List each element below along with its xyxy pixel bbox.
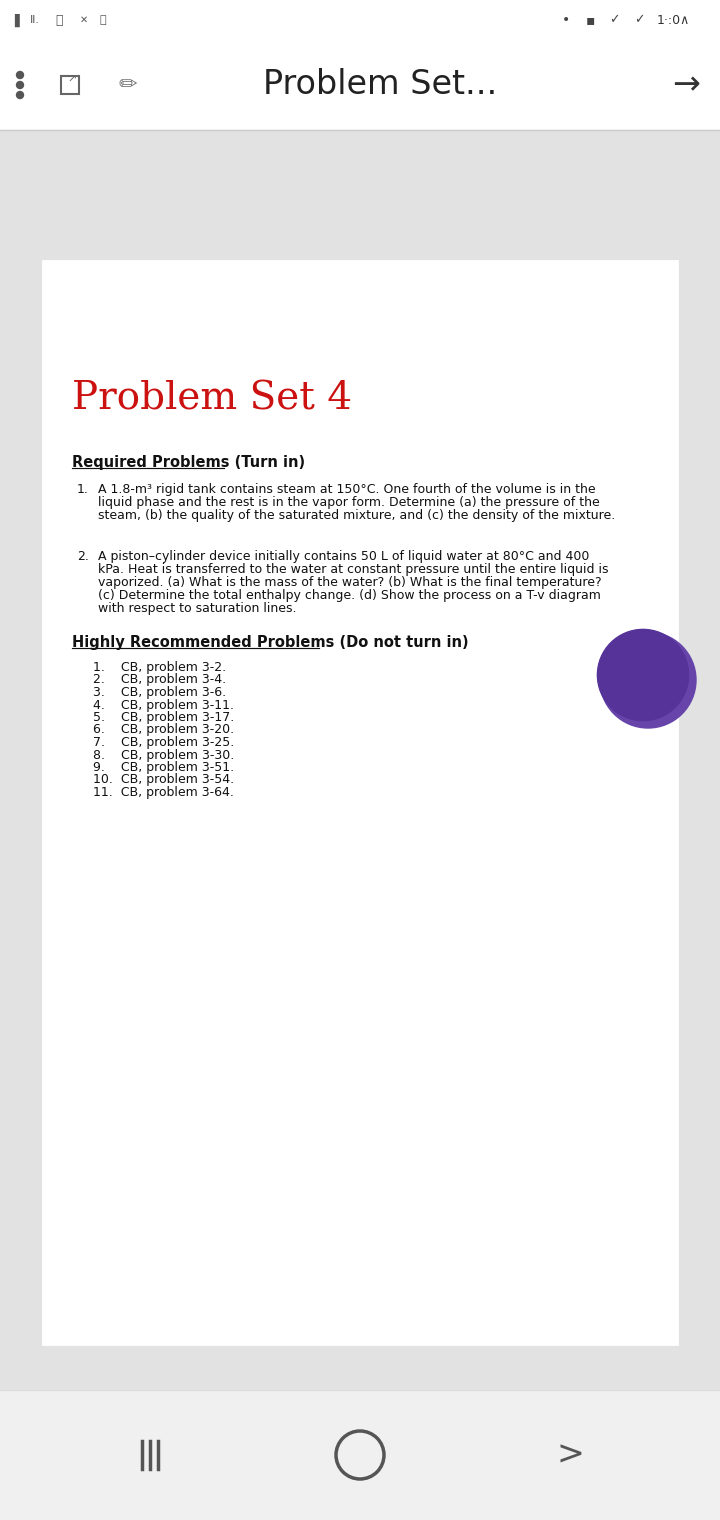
- Circle shape: [17, 71, 24, 79]
- Text: ▪: ▪: [585, 14, 595, 27]
- Text: •: •: [562, 14, 570, 27]
- Text: 4.    CB, problem 3-11.: 4. CB, problem 3-11.: [93, 699, 234, 711]
- Text: Highly Recommended Problems (Do not turn in): Highly Recommended Problems (Do not turn…: [72, 635, 469, 651]
- Text: ꩜: ꩜: [55, 14, 63, 26]
- Text: A piston–cylinder device initially contains 50 L of liquid water at 80°C and 400: A piston–cylinder device initially conta…: [98, 550, 590, 562]
- Text: Problem Set...: Problem Set...: [263, 68, 497, 102]
- Text: 7.    CB, problem 3-25.: 7. CB, problem 3-25.: [93, 736, 234, 749]
- Text: ✓: ✓: [634, 14, 645, 26]
- Bar: [0, 0, 720, 40]
- Text: liquid phase and the rest is in the vapor form. Determine (a) the pressure of th: liquid phase and the rest is in the vapo…: [98, 496, 600, 509]
- Text: 1.: 1.: [77, 483, 89, 496]
- Text: 2.    CB, problem 3-4.: 2. CB, problem 3-4.: [93, 673, 226, 687]
- Text: ✏: ✏: [119, 74, 138, 94]
- Text: ✕: ✕: [80, 15, 88, 24]
- Bar: [42, 260, 678, 1345]
- Text: 8.    CB, problem 3-30.: 8. CB, problem 3-30.: [93, 748, 234, 762]
- Text: Required Problems (Turn in): Required Problems (Turn in): [72, 454, 305, 470]
- Text: ↗: ↗: [67, 74, 77, 85]
- Text: 2.: 2.: [77, 550, 89, 562]
- Text: 1.    CB, problem 3-2.: 1. CB, problem 3-2.: [93, 661, 226, 673]
- Circle shape: [600, 632, 696, 728]
- Text: 5.    CB, problem 3-17.: 5. CB, problem 3-17.: [93, 711, 234, 724]
- Text: 3.    CB, problem 3-6.: 3. CB, problem 3-6.: [93, 686, 226, 699]
- Text: (c) Determine the total enthalpy change. (d) Show the process on a T-v diagram: (c) Determine the total enthalpy change.…: [98, 590, 601, 602]
- Text: ✓: ✓: [610, 14, 620, 26]
- Circle shape: [17, 91, 24, 99]
- Text: vaporized. (a) What is the mass of the water? (b) What is the final temperature?: vaporized. (a) What is the mass of the w…: [98, 576, 602, 590]
- Text: 10.  CB, problem 3-54.: 10. CB, problem 3-54.: [93, 774, 234, 786]
- Bar: [0, 1389, 720, 1520]
- Text: A 1.8-m³ rigid tank contains steam at 150°C. One fourth of the volume is in the: A 1.8-m³ rigid tank contains steam at 15…: [98, 483, 595, 496]
- Text: kPa. Heat is transferred to the water at constant pressure until the entire liqu: kPa. Heat is transferred to the water at…: [98, 562, 608, 576]
- Text: 1·:0∧: 1·:0∧: [657, 14, 690, 26]
- Text: Problem Set 4: Problem Set 4: [72, 380, 352, 416]
- Text: 11.  CB, problem 3-64.: 11. CB, problem 3-64.: [93, 786, 234, 800]
- Bar: [0, 1345, 720, 1389]
- Text: with respect to saturation lines.: with respect to saturation lines.: [98, 602, 297, 616]
- Circle shape: [17, 82, 24, 88]
- Bar: [0, 131, 720, 260]
- Text: steam, (b) the quality of the saturated mixture, and (c) the density of the mixt: steam, (b) the quality of the saturated …: [98, 509, 616, 521]
- Text: →: →: [672, 68, 700, 102]
- Text: 6.    CB, problem 3-20.: 6. CB, problem 3-20.: [93, 724, 234, 737]
- Text: ⏰: ⏰: [100, 15, 107, 24]
- Text: Il.: Il.: [30, 15, 40, 24]
- Text: 9.    CB, problem 3-51.: 9. CB, problem 3-51.: [93, 762, 234, 774]
- Circle shape: [598, 629, 688, 720]
- Text: ▌: ▌: [14, 14, 24, 27]
- Text: >: >: [556, 1438, 584, 1471]
- Bar: [0, 40, 720, 131]
